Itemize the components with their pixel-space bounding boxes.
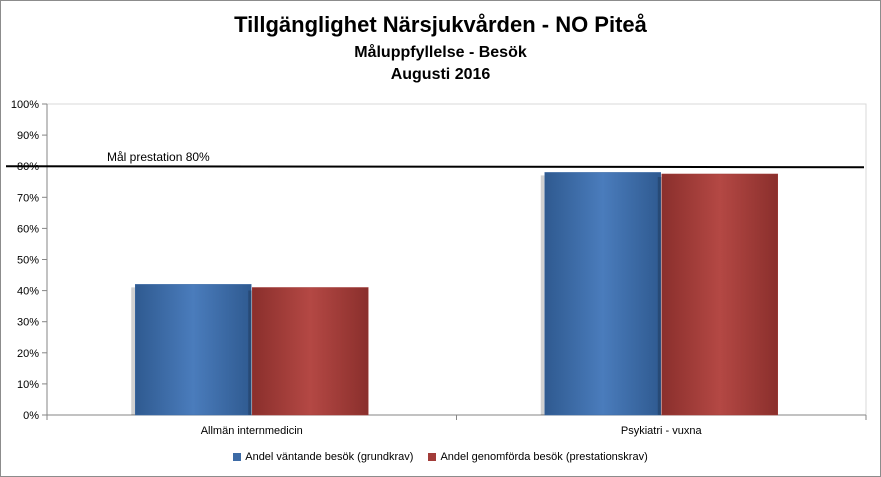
target-line-label: Mål prestation 80% — [107, 150, 210, 164]
x-category-label: Allmän internmedicin — [201, 425, 303, 437]
bars-group — [131, 172, 778, 416]
reference-line-group: Mål prestation 80% — [5, 150, 865, 169]
target-line — [5, 165, 865, 169]
bar-prestationskrav — [661, 173, 778, 416]
legend: Andel väntande besök (grundkrav) Andel g… — [0, 451, 881, 463]
chart-subtitle: Måluppfyllelse - Besök — [354, 44, 527, 61]
legend-label-grundkrav: Andel väntande besök (grundkrav) — [245, 451, 414, 464]
chart-period: Augusti 2016 — [390, 66, 491, 83]
y-tick-label: 50% — [17, 255, 39, 267]
legend-item-grundkrav: Andel väntande besök (grundkrav) — [233, 451, 413, 463]
y-tick-label: 10% — [17, 379, 39, 391]
y-tick-label: 60% — [17, 223, 39, 235]
y-tick-label: 20% — [17, 348, 39, 360]
legend-swatch-blue — [233, 453, 242, 462]
legend-item-prestationskrav: Andel genomförda besök (prestationskrav) — [428, 451, 648, 464]
x-category-label: Psykiatri - vuxna — [621, 425, 703, 437]
y-tick-label: 0% — [23, 410, 39, 422]
y-tick-label: 100% — [11, 99, 39, 111]
y-tick-label: 40% — [17, 286, 39, 298]
bar-grundkrav — [135, 284, 252, 416]
y-tick-label: 90% — [17, 130, 39, 142]
legend-swatch-red — [428, 453, 437, 462]
y-tick-label: 30% — [17, 317, 39, 329]
legend-label-prestationskrav: Andel genomförda besök (prestationskrav) — [440, 451, 648, 464]
bar-prestationskrav — [252, 287, 369, 416]
bar-grundkrav — [544, 172, 661, 416]
chart-title: Tillgänglighet Närsjukvården - NO Piteå — [234, 12, 647, 37]
y-tick-label: 70% — [17, 192, 39, 204]
